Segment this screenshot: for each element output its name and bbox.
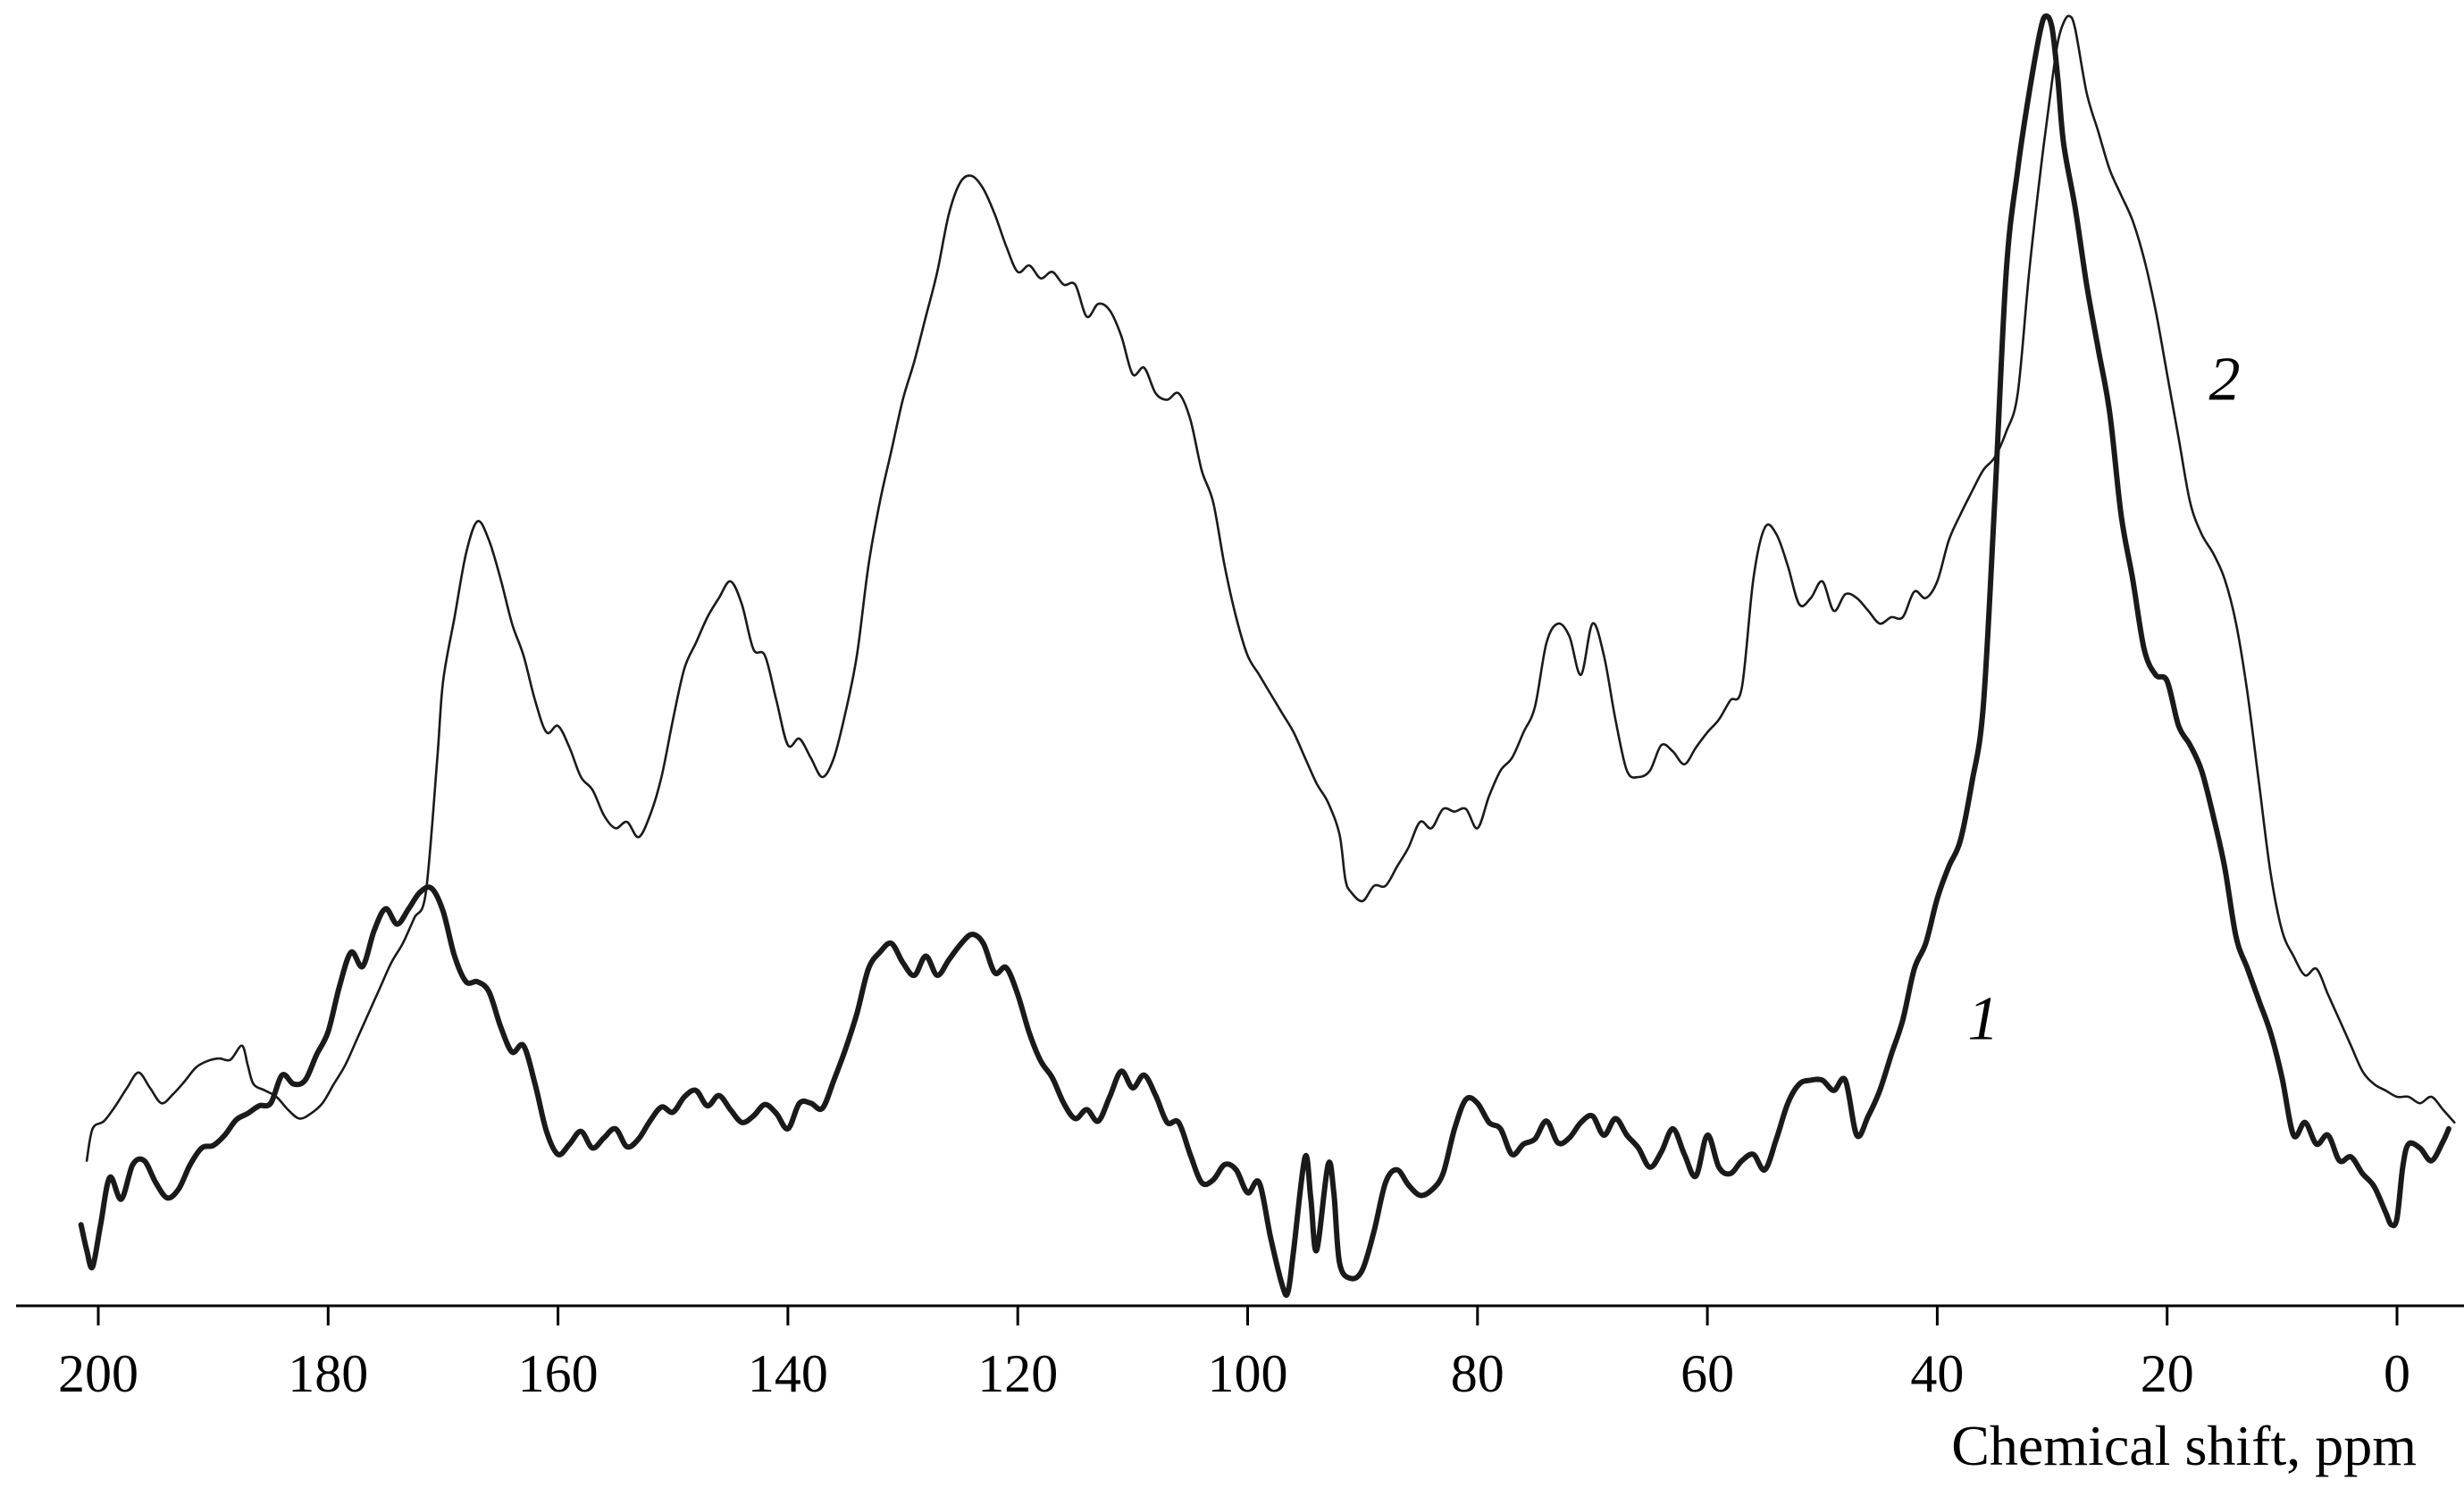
x-tick-label-140: 140 [748,1344,828,1403]
series-layer [78,13,2456,1298]
x-tick-label-100: 100 [1208,1344,1288,1403]
label-layer: 12 [1967,346,2240,1054]
series-1-line [78,13,2451,1298]
series-2-line [85,14,2456,1162]
x-tick-label-40: 40 [1910,1344,1964,1403]
x-tick-label-200: 200 [58,1344,138,1403]
x-axis-title: Chemical shift, ppm [1951,1414,2417,1477]
series-2-label: 2 [2209,346,2241,414]
x-tick-label-80: 80 [1451,1344,1504,1403]
x-tick-label-120: 120 [977,1344,1058,1403]
x-tick-label-60: 60 [1680,1344,1734,1403]
x-tick-label-180: 180 [288,1344,368,1403]
series-1-label: 1 [1967,985,1999,1054]
x-tick-label-160: 160 [518,1344,599,1403]
x-tick-label-20: 20 [2141,1344,2194,1403]
x-tick-label-0: 0 [2384,1344,2410,1403]
